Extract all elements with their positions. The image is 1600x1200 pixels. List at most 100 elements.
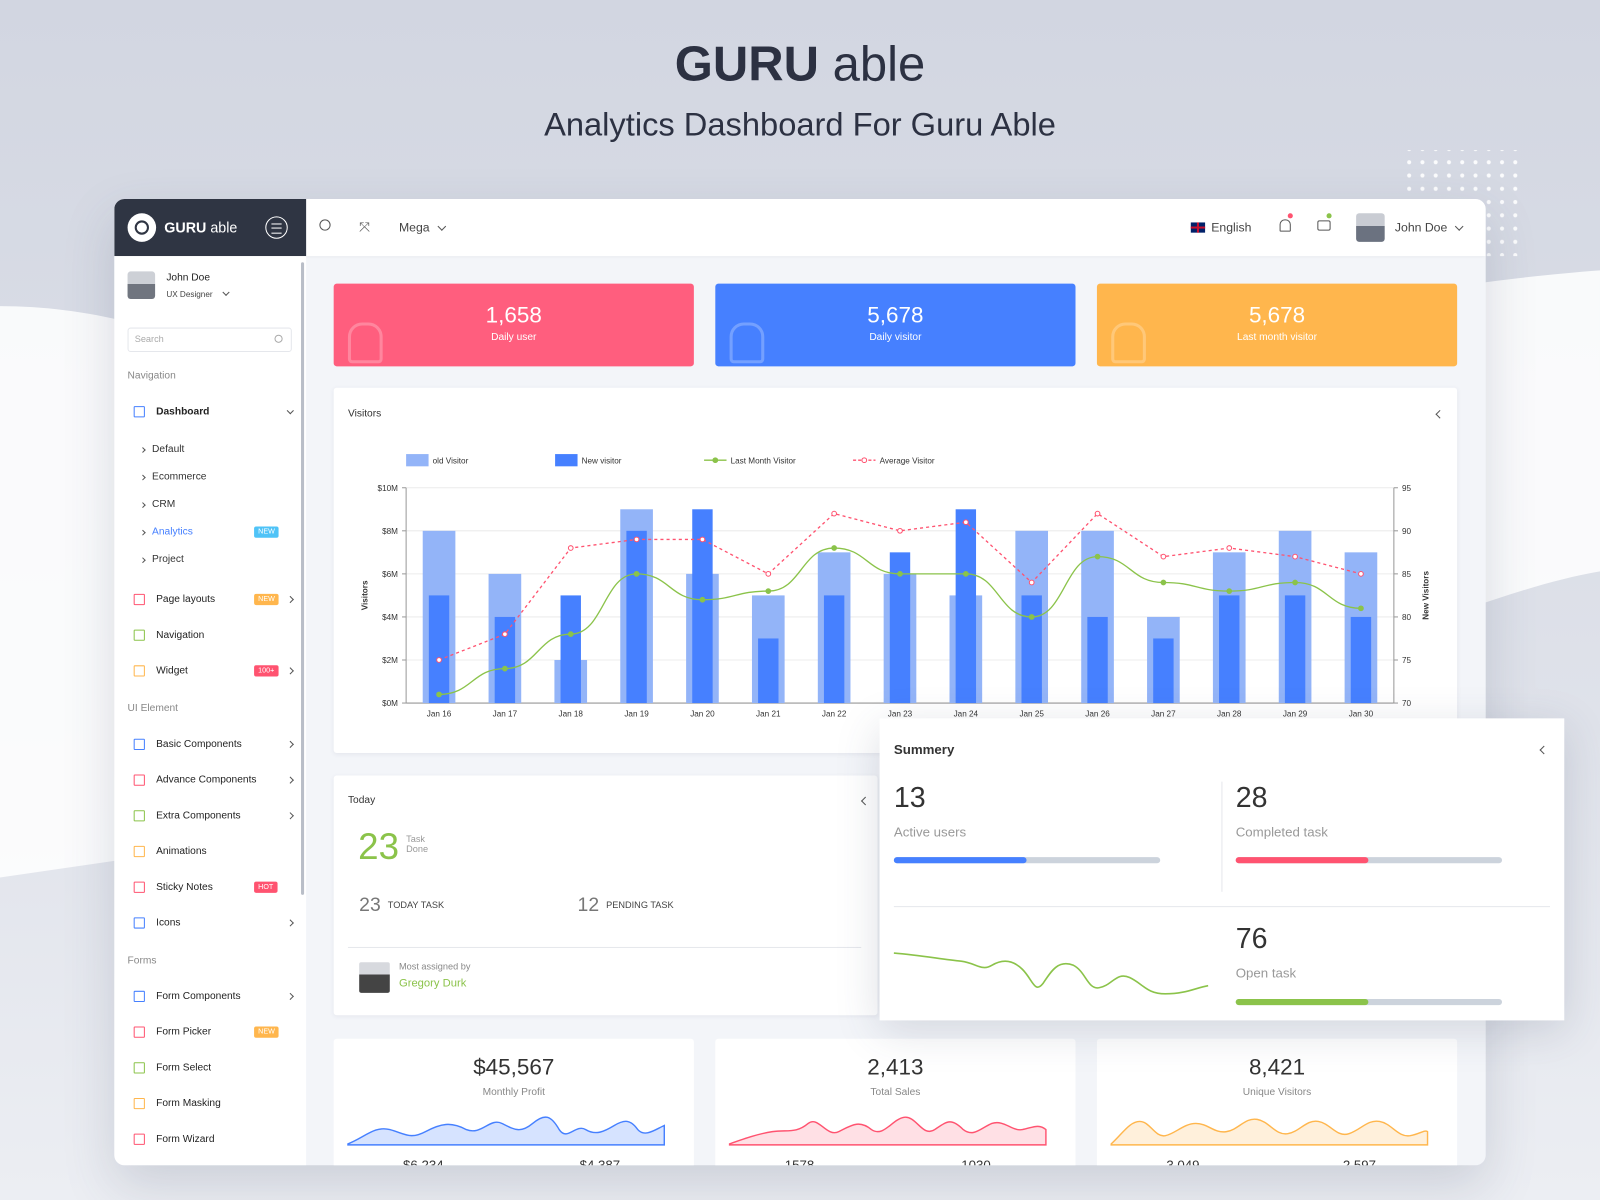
line-point bbox=[567, 545, 574, 551]
bar bbox=[889, 552, 911, 704]
line-point bbox=[1028, 579, 1035, 586]
menu-item[interactable]: Icons bbox=[156, 917, 181, 929]
bar bbox=[1153, 638, 1174, 704]
menu-item[interactable]: Form Select bbox=[156, 1062, 212, 1074]
line-point bbox=[831, 545, 838, 551]
bottom-footer-value: $4,387 bbox=[579, 1157, 621, 1166]
stat-card: 1,658 Daily user bbox=[333, 283, 694, 367]
bar bbox=[955, 509, 977, 704]
y2-tick-label: 75 bbox=[1402, 656, 1412, 665]
bottom-label: Unique Visitors bbox=[1242, 1086, 1312, 1098]
line-point bbox=[502, 631, 508, 638]
user-avatar bbox=[1356, 213, 1385, 242]
menu-item[interactable]: Form Components bbox=[156, 990, 241, 1003]
submenu-item[interactable]: Analytics bbox=[152, 526, 193, 538]
menu-icon bbox=[133, 629, 145, 641]
x-tick-label: Jan 24 bbox=[954, 709, 979, 718]
pending-task-value: 12 bbox=[577, 894, 600, 917]
line-point bbox=[1292, 553, 1298, 560]
menu-item[interactable]: Form Picker bbox=[156, 1026, 212, 1038]
profit-sparkline bbox=[347, 1116, 665, 1146]
assignee-avatar bbox=[359, 962, 390, 993]
menu-icon bbox=[133, 1097, 145, 1110]
menu-icon bbox=[133, 1133, 145, 1145]
y2-axis-title: New Visitors bbox=[1422, 571, 1431, 620]
bottom-footer-value: $6,234 bbox=[403, 1157, 444, 1166]
progress-fill bbox=[1235, 998, 1369, 1006]
legend-label: Average Visitor bbox=[880, 456, 935, 465]
language[interactable]: English bbox=[1211, 220, 1252, 235]
line-point bbox=[1160, 553, 1167, 560]
menu-icon bbox=[133, 593, 145, 606]
stat-card-icon bbox=[1111, 322, 1146, 364]
x-tick-label: Jan 19 bbox=[624, 709, 649, 718]
legend-swatch bbox=[406, 454, 429, 467]
submenu-item[interactable]: Project bbox=[152, 554, 184, 566]
bell-icon[interactable] bbox=[1279, 219, 1291, 232]
summary-title: Summery bbox=[893, 741, 955, 758]
fullscreen-icon[interactable]: ⤧ bbox=[359, 219, 370, 235]
y-tick-label: $6M bbox=[382, 570, 398, 579]
menu-toggle[interactable] bbox=[265, 216, 288, 239]
menu-icon bbox=[133, 845, 145, 858]
page-title: GURU able bbox=[0, 37, 1600, 92]
line-point bbox=[765, 571, 772, 577]
menu-item[interactable]: Animations bbox=[156, 845, 207, 858]
sidebar-search[interactable] bbox=[127, 327, 292, 353]
y-axis-title: Visitors bbox=[360, 580, 369, 610]
logo-light: able bbox=[210, 219, 238, 236]
menu-item[interactable]: Form Wizard bbox=[156, 1133, 215, 1145]
stat-card: 5,678 Last month visitor bbox=[1096, 283, 1458, 367]
section-title: Navigation bbox=[127, 370, 176, 382]
submenu-item[interactable]: Ecommerce bbox=[152, 471, 207, 483]
menu-item[interactable]: Advance Components bbox=[156, 774, 257, 786]
task-done-value: 23 bbox=[358, 825, 400, 868]
line-point bbox=[699, 596, 706, 603]
line-point bbox=[1094, 510, 1101, 517]
line-point bbox=[1358, 605, 1364, 612]
menu-item[interactable]: Widget bbox=[156, 665, 188, 677]
y-tick-label: $8M bbox=[382, 527, 398, 536]
title-bold: GURU bbox=[674, 37, 819, 92]
x-tick-label: Jan 22 bbox=[822, 709, 847, 718]
menu-item[interactable]: Dashboard bbox=[156, 406, 210, 418]
menu-item[interactable]: Extra Components bbox=[156, 810, 241, 822]
legend-label: Last Month Visitor bbox=[731, 456, 796, 465]
logo-bold: GURU bbox=[164, 219, 207, 236]
line-point bbox=[1226, 588, 1233, 594]
line-point bbox=[962, 571, 969, 577]
line-point bbox=[1358, 571, 1364, 577]
sales-sparkline bbox=[728, 1116, 1047, 1146]
menu-item[interactable]: Basic Components bbox=[156, 738, 242, 750]
menu-item[interactable]: Sticky Notes bbox=[156, 881, 213, 893]
mega-menu[interactable]: Mega bbox=[398, 220, 430, 235]
legend-label: old Visitor bbox=[433, 456, 469, 465]
user-name[interactable]: John Doe bbox=[1394, 220, 1448, 235]
sidebar-user-role[interactable]: UX Designer bbox=[166, 289, 213, 299]
summary-value: 76 bbox=[1235, 922, 1268, 955]
menu-icon bbox=[133, 1062, 145, 1074]
logo-icon bbox=[127, 213, 157, 242]
x-tick-label: Jan 21 bbox=[756, 709, 781, 718]
y-tick-label: $2M bbox=[382, 656, 398, 665]
submenu-item[interactable]: Default bbox=[152, 443, 185, 456]
divider bbox=[347, 946, 862, 948]
divider bbox=[893, 906, 1550, 908]
assignee-name: Gregory Durk bbox=[398, 977, 467, 990]
line-point bbox=[1226, 545, 1233, 551]
y2-tick-label: 95 bbox=[1402, 484, 1412, 493]
progress-track bbox=[1235, 857, 1503, 864]
bottom-value: $45,567 bbox=[473, 1054, 555, 1080]
search-icon[interactable] bbox=[319, 219, 331, 231]
chat-icon[interactable] bbox=[1317, 220, 1331, 231]
x-tick-label: Jan 27 bbox=[1151, 709, 1176, 718]
menu-item[interactable]: Form Masking bbox=[156, 1097, 221, 1110]
submenu-item[interactable]: CRM bbox=[152, 498, 176, 511]
summary-value: 28 bbox=[1235, 781, 1268, 814]
stat-card-icon bbox=[729, 322, 765, 364]
menu-item[interactable]: Navigation bbox=[156, 629, 205, 641]
y-tick-label: $4M bbox=[382, 613, 398, 622]
menu-item[interactable]: Page layouts bbox=[156, 593, 216, 606]
